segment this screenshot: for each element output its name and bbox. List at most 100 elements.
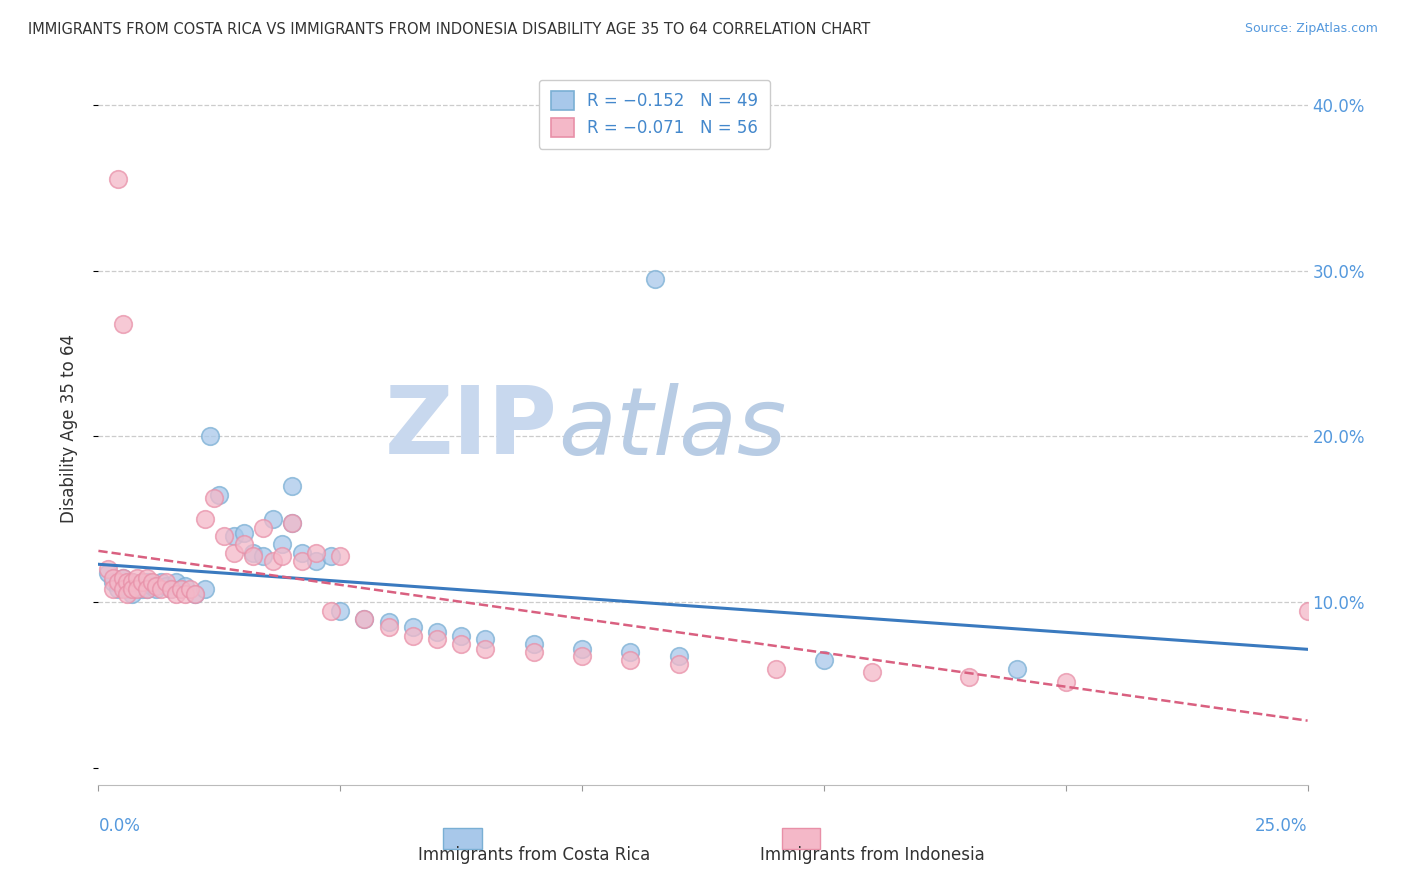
Point [353, 612, 375, 626]
Point [305, 546, 328, 560]
Point [329, 604, 352, 618]
Point [160, 582, 183, 596]
Point [135, 582, 157, 596]
Point [198, 429, 221, 443]
Point [212, 529, 235, 543]
Y-axis label: Disability Age 35 to 64: Disability Age 35 to 64 [59, 334, 77, 523]
Point [281, 516, 304, 530]
Point [111, 317, 134, 331]
Point [101, 570, 124, 584]
Text: Immigrants from Costa Rica: Immigrants from Costa Rica [418, 846, 650, 863]
Text: 0.0%: 0.0% [98, 817, 141, 835]
Point [765, 662, 787, 676]
Point [252, 549, 274, 563]
Point [402, 629, 425, 643]
Point [150, 575, 173, 590]
Point [402, 620, 425, 634]
Point [145, 582, 167, 596]
Point [184, 587, 207, 601]
Point [111, 570, 134, 584]
Point [329, 549, 352, 563]
Point [194, 512, 217, 526]
Point [135, 575, 157, 590]
Point [619, 653, 641, 667]
Point [571, 648, 593, 663]
Point [97, 566, 120, 580]
Point [155, 575, 177, 590]
Point [169, 582, 191, 596]
Point [135, 570, 157, 584]
Point [290, 554, 312, 568]
Point [208, 487, 231, 501]
Point [117, 575, 139, 590]
Point [957, 670, 980, 684]
Point [127, 582, 149, 596]
Point [107, 172, 129, 186]
FancyBboxPatch shape [443, 828, 482, 849]
Point [111, 579, 134, 593]
Point [107, 575, 129, 590]
Point [474, 632, 496, 646]
Point [813, 653, 835, 667]
Point [1296, 604, 1319, 618]
Point [571, 641, 593, 656]
Point [523, 645, 546, 659]
Point [1007, 662, 1029, 676]
Point [141, 575, 163, 590]
Point [252, 521, 274, 535]
Point [131, 575, 153, 590]
Point [305, 554, 328, 568]
Text: atlas: atlas [558, 383, 786, 474]
Point [97, 562, 120, 576]
Point [117, 587, 139, 601]
Point [1054, 675, 1077, 690]
Text: 25.0%: 25.0% [1256, 817, 1308, 835]
Point [271, 537, 294, 551]
Point [165, 587, 187, 601]
Point [150, 582, 173, 596]
Point [131, 582, 153, 596]
Point [262, 512, 284, 526]
Point [450, 629, 472, 643]
Point [101, 582, 124, 596]
Point [179, 582, 201, 596]
Point [232, 525, 254, 540]
Point [127, 579, 149, 593]
Point [174, 587, 197, 601]
Point [222, 546, 245, 560]
Point [319, 604, 342, 618]
Point [281, 479, 304, 493]
Point [668, 648, 690, 663]
Point [121, 575, 143, 590]
Point [155, 579, 177, 593]
Point [204, 491, 226, 505]
Text: Immigrants from Indonesia: Immigrants from Indonesia [759, 846, 984, 863]
Point [377, 620, 399, 634]
Point [319, 549, 342, 563]
Point [377, 615, 399, 630]
Point [107, 582, 129, 596]
Point [644, 272, 666, 286]
Point [232, 537, 254, 551]
Point [169, 582, 191, 596]
Point [121, 575, 143, 590]
Point [117, 582, 139, 596]
Point [111, 570, 134, 584]
Point [262, 554, 284, 568]
Text: Source: ZipAtlas.com: Source: ZipAtlas.com [1244, 22, 1378, 36]
Point [145, 579, 167, 593]
Legend: R = −0.152   N = 49, R = −0.071   N = 56: R = −0.152 N = 49, R = −0.071 N = 56 [538, 79, 770, 149]
Point [242, 546, 264, 560]
Text: IMMIGRANTS FROM COSTA RICA VS IMMIGRANTS FROM INDONESIA DISABILITY AGE 35 TO 64 : IMMIGRANTS FROM COSTA RICA VS IMMIGRANTS… [28, 22, 870, 37]
Point [450, 637, 472, 651]
Point [353, 612, 375, 626]
Point [222, 529, 245, 543]
Point [523, 637, 546, 651]
Point [426, 625, 449, 640]
Point [160, 582, 183, 596]
Point [121, 587, 143, 601]
Point [242, 549, 264, 563]
Point [121, 582, 143, 596]
Point [194, 582, 217, 596]
Point [111, 582, 134, 596]
